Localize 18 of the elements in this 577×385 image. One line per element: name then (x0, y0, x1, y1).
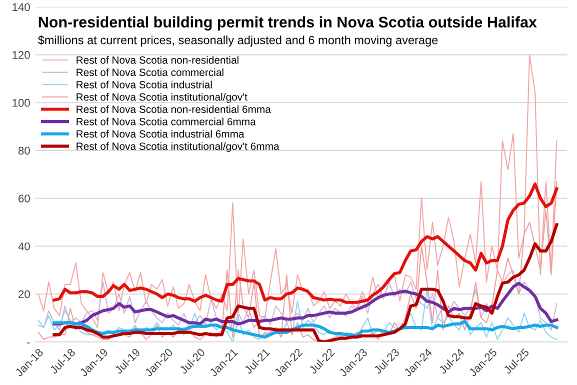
legend-label: Rest of Nova Scotia institutional/gov't 6mma (76, 142, 280, 152)
y-tick-label: 20 (18, 290, 30, 298)
legend-label: Rest of Nova Scotia commercial 6mma (76, 118, 256, 126)
y-tick-label: 60 (18, 194, 30, 202)
y-tick-label: 80 (18, 146, 30, 155)
legend-label: Rest of Nova Scotia non-residential (76, 56, 238, 64)
y-tick-label: 120 (12, 51, 30, 59)
legend-label: Rest of Nova Scotia commercial (76, 68, 224, 76)
legend-label: Rest of Nova Scotia industrial 6mma (76, 130, 244, 138)
legend-label: Rest of Nova Scotia industrial (76, 80, 212, 88)
y-tick-label: 40 (18, 242, 30, 250)
y-tick-label: 140 (12, 3, 30, 12)
legend-label: Rest of Nova Scotia institutional/gov't (76, 93, 248, 103)
legend-label: Rest of Nova Scotia non-residential 6mma (76, 105, 271, 113)
y-tick-label: - (27, 342, 30, 344)
y-tick-label: 100 (12, 98, 30, 107)
text: $millions at current prices, seasonally adjusted and 6 month moving average (38, 35, 438, 47)
text: Non-residential building permit trends in Nova Scotia outside Halifax (38, 16, 537, 31)
